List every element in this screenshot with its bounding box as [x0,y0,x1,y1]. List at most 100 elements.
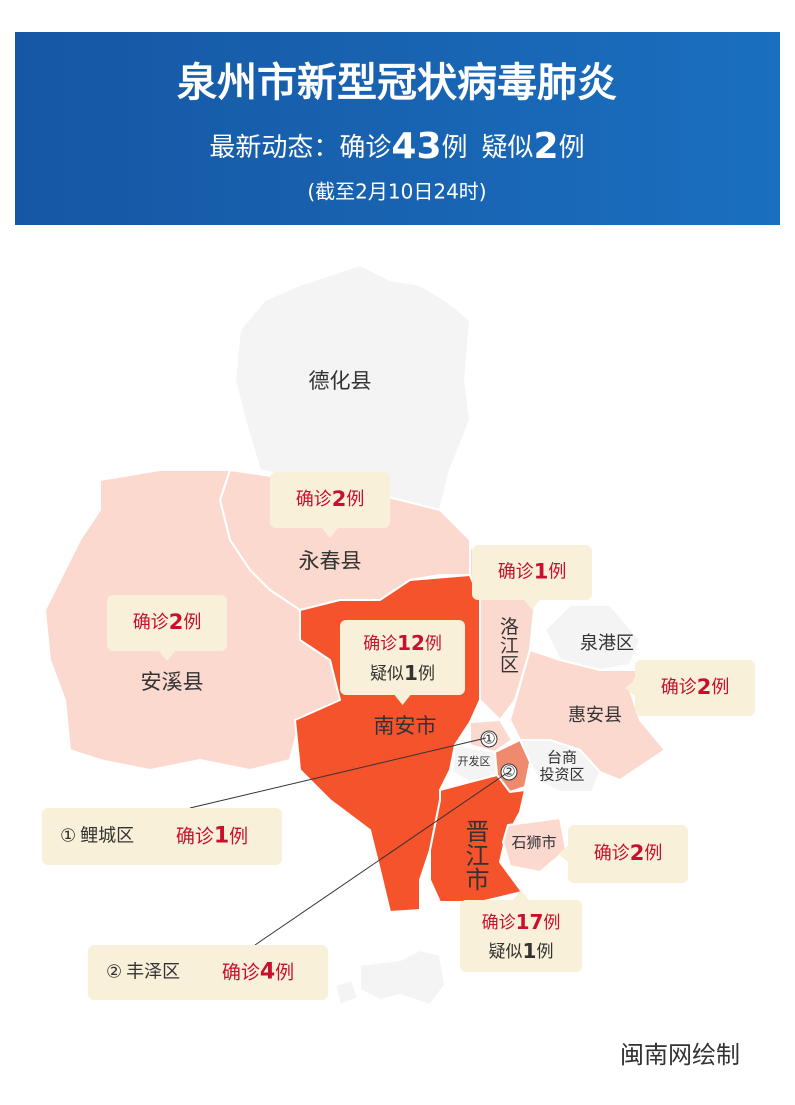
case-unit: 例 [229,825,248,847]
case-label: 确诊 [661,677,697,698]
region-label: 台商 [547,749,577,767]
case-label: 疑似 [370,664,404,684]
marker-circle [500,763,518,781]
marker: ① [60,826,76,847]
region [519,739,601,793]
case-label: 确诊 [482,913,516,933]
case-unit: 例 [711,677,729,698]
callout-box [88,945,328,1000]
summary: 最新动态：确诊43例 疑似2例 [209,126,584,167]
region-name: 丰泽区 [126,962,180,983]
case-count: 4 [260,960,275,985]
region-label: 投资区 [539,766,584,784]
case-label: 疑似 [489,942,523,962]
confirmed-count: 43 [391,126,441,167]
callout-pointer [322,528,338,538]
suspected-label: 疑似 [482,133,534,163]
case-unit: 例 [183,612,201,633]
case-count: 2 [169,610,184,634]
map-marker: ① [482,730,495,748]
case-line: 确诊17例 [482,910,561,934]
title: 泉州市新型冠状病毒肺炎 [177,60,617,106]
case-label: 确诊 [594,843,630,864]
case-count: 1 [523,938,537,962]
region-label: 泉港区 [580,633,634,654]
suspected-unit: 例 [559,133,585,163]
case-unit: 例 [536,942,553,962]
case-line: 确诊2例 [133,610,202,634]
callout-box [460,900,582,972]
case-line: 确诊1例 [176,824,248,849]
case-line: 确诊2例 [661,675,730,699]
marker: ② [106,962,122,983]
region-name: 鲤城区 [80,826,134,847]
region-label: 开发区 [458,754,491,768]
island [359,949,446,1006]
summary-label: 最新动态： [209,133,339,163]
region [234,264,471,511]
map-marker: ② [502,763,515,781]
case-count: 17 [516,910,544,934]
callout-pointer [625,680,635,696]
case-unit: 例 [346,489,364,510]
confirmed-unit: 例 [442,133,468,163]
case-line: 确诊2例 [296,487,365,511]
case-unit: 例 [543,913,560,933]
header-band [15,32,780,225]
callout-box [635,660,755,716]
case-label: 确诊 [498,562,534,583]
island [334,979,359,1006]
confirmed-label: 确诊 [339,133,391,163]
region-label: 安溪县 [141,670,204,694]
case-line: 确诊12例 [363,631,442,655]
case-label: 确诊 [363,634,397,654]
callout-box [340,620,465,695]
callout-box [42,808,282,865]
date: (截至2月10日24时) [307,180,486,204]
suspected-count: 2 [534,126,559,167]
case-label: 确诊 [176,825,214,847]
region-label: 德化县 [309,369,372,393]
callout-pointer [558,846,568,862]
case-count: 1 [534,560,549,584]
callout-pointer [513,890,529,900]
callout-box [107,595,227,651]
leader-line [254,772,508,946]
case-unit: 例 [644,843,662,864]
callout-name: ② 丰泽区 [106,962,180,983]
callout-box [472,545,592,600]
region-label: 石狮市 [511,834,556,852]
case-label: 确诊 [222,961,260,983]
region-label: 洛江区 [497,616,519,673]
callout-pointer [159,651,175,661]
region [429,774,526,903]
region-label: 永春县 [299,549,362,573]
callout-box [270,472,390,528]
case-unit: 例 [425,634,442,654]
case-count: 1 [404,661,418,685]
callout-box [568,825,688,883]
callout-pointer [524,600,540,610]
case-line: 疑似1例 [370,661,435,685]
case-line: 确诊4例 [222,960,294,985]
case-label: 确诊 [296,489,332,510]
case-count: 2 [697,675,712,699]
case-count: 12 [397,631,425,655]
case-count: 1 [214,824,229,849]
callout-pointer [394,695,411,705]
case-unit: 例 [548,562,566,583]
case-unit: 例 [275,961,294,983]
case-unit: 例 [418,664,435,684]
region-label: 南安市 [374,714,437,738]
case-count: 2 [332,487,347,511]
callout-name: ① 鲤城区 [60,826,134,847]
region-label: 惠安县 [568,705,622,726]
region-label: 晋江市 [461,819,489,891]
case-line: 确诊1例 [498,560,567,584]
case-line: 疑似1例 [489,938,554,962]
case-line: 确诊2例 [594,841,663,865]
case-count: 2 [630,841,645,865]
region [502,817,567,873]
credit: 闽南网绘制 [620,1041,740,1069]
